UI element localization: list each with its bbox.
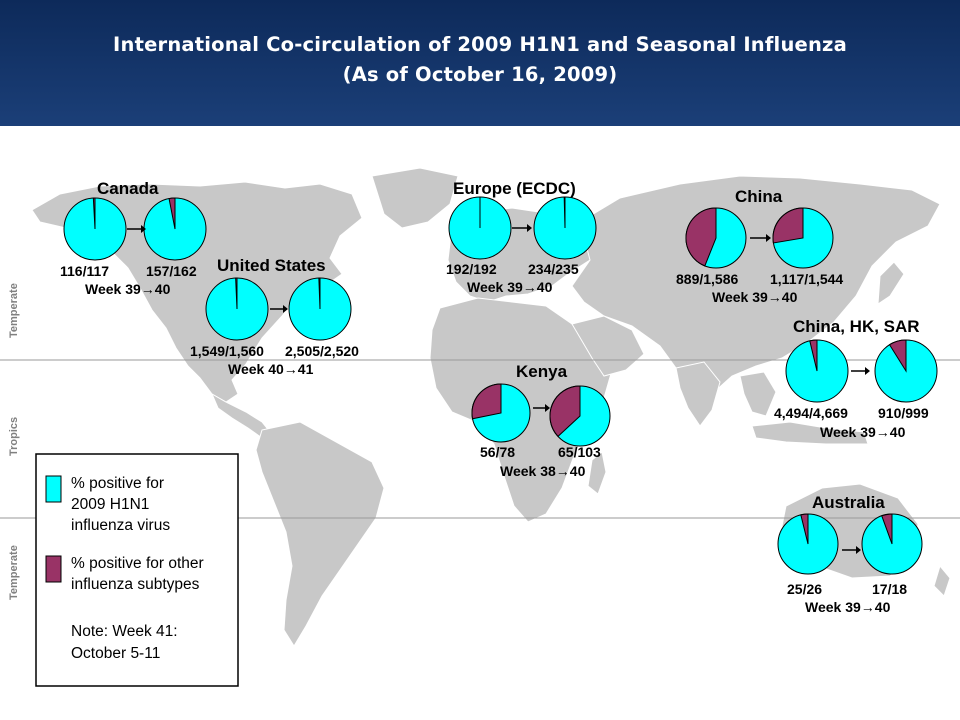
week-label: Week 39→40	[467, 279, 553, 295]
pie-chart-week-a	[63, 197, 127, 261]
arrow-icon	[856, 546, 861, 554]
region-label: Canada	[97, 179, 159, 198]
pie-count-label: 910/999	[878, 405, 929, 421]
pie-slice-other-subtypes	[800, 513, 809, 545]
pie-slice-other-subtypes	[318, 277, 321, 310]
region-united-states: United States 1,549/1,560 2,505/2,520 We…	[190, 256, 359, 377]
landmass-southeast-asia	[739, 371, 777, 417]
landmass-india	[675, 361, 721, 427]
zone-label-temperate-north: Temperate	[8, 283, 20, 338]
pie-chart-week-b	[874, 339, 938, 403]
landmass-madagascar	[587, 451, 607, 495]
legend-h1n1-line3: influenza virus	[71, 517, 170, 534]
arrow-icon	[545, 404, 550, 412]
pie-count-label: 65/103	[558, 444, 601, 460]
arrow-icon	[865, 367, 870, 375]
legend-box	[35, 453, 239, 687]
region-china: China 889/1,586 1,117/1,544 Week 39→40	[676, 187, 843, 305]
pie-chart-week-b	[533, 196, 597, 260]
week-label: Week 39→40	[820, 424, 906, 440]
legend-h1n1-line2: 2009 H1N1	[71, 496, 149, 513]
week-label: Week 40→41	[228, 361, 314, 377]
legend-swatch-h1n1	[45, 475, 62, 503]
world-map: Temperate Tropics Temperate % positive f…	[0, 167, 960, 687]
pie-chart-week-a	[205, 277, 269, 341]
pie-chart-week-a	[777, 513, 839, 575]
title-banner: International Co-circulation of 2009 H1N…	[0, 0, 960, 126]
region-label: Europe (ECDC)	[453, 179, 576, 198]
pie-count-label: 1,117/1,544	[770, 271, 843, 287]
landmass-indonesia	[751, 421, 869, 445]
region-europe-ecdc: Europe (ECDC) 192/192 234/235 Week 39→40	[446, 179, 597, 295]
region-canada: Canada 116/117 157/162 Week 39→40	[60, 179, 207, 297]
pie-slice-other-subtypes	[888, 339, 907, 373]
pie-slice-other-subtypes	[809, 339, 818, 372]
zone-label-tropics: Tropics	[8, 417, 20, 456]
region-australia: Australia 25/26 17/18 Week 39→40	[777, 493, 923, 615]
region-kenya: Kenya 56/78 65/103 Week 38→40	[471, 362, 611, 479]
landmass-south-america	[255, 421, 385, 647]
week-label: Week 38→40	[500, 463, 586, 479]
pie-chart-week-b	[288, 277, 352, 341]
world-map-panel: Temperate Tropics Temperate % positive f…	[0, 126, 960, 720]
pie-slice-other-subtypes	[168, 197, 176, 230]
week-label: Week 39→40	[805, 599, 891, 615]
pie-slice-other-subtypes	[685, 207, 717, 267]
landmass-greenland	[371, 167, 459, 229]
pie-chart-week-b	[772, 207, 834, 269]
pie-count-label: 234/235	[528, 261, 579, 277]
pie-count-label: 2,505/2,520	[285, 343, 359, 359]
pie-chart-week-a	[448, 196, 512, 260]
pie-chart-week-a	[785, 339, 849, 403]
region-label: United States	[217, 256, 326, 275]
arrow-icon	[283, 305, 288, 313]
pie-count-label: 116/117	[60, 263, 109, 279]
week-label: Week 39→40	[712, 289, 798, 305]
pie-count-label: 157/162	[146, 263, 197, 279]
pie-chart-week-a	[685, 207, 747, 269]
page-subtitle: (As of October 16, 2009)	[342, 63, 618, 86]
region-label: Australia	[812, 493, 885, 512]
pie-slice-other-subtypes	[549, 385, 581, 438]
arrow-icon	[141, 225, 146, 233]
pie-count-label: 17/18	[872, 581, 907, 597]
landmass-arabia	[571, 315, 645, 377]
pie-slice-other-subtypes	[92, 197, 96, 230]
arrow-icon	[766, 234, 771, 242]
legend-note-line1: Note: Week 41:	[71, 623, 178, 640]
pie-chart-week-b	[143, 197, 207, 261]
arrow-icon	[527, 224, 532, 232]
region-label: Kenya	[516, 362, 568, 381]
region-pies: Canada 116/117 157/162 Week 39→40 United…	[60, 179, 938, 615]
region-label: China	[735, 187, 783, 206]
landmass-japan	[877, 261, 905, 305]
legend-other-line2: influenza subtypes	[71, 576, 200, 593]
region-china-hk-sar: China, HK, SAR 4,494/4,669 910/999 Week …	[774, 317, 938, 440]
legend-note-line2: October 5-11	[71, 645, 160, 662]
pie-slice-other-subtypes	[471, 383, 502, 420]
pie-count-label: 25/26	[787, 581, 822, 597]
pie-chart-week-b	[861, 513, 923, 575]
legend: % positive for 2009 H1N1 influenza virus…	[35, 453, 239, 687]
region-label: China, HK, SAR	[793, 317, 920, 336]
week-label: Week 39→40	[85, 281, 171, 297]
pie-count-label: 56/78	[480, 444, 515, 460]
pie-count-label: 1,549/1,560	[190, 343, 264, 359]
legend-h1n1-line1: % positive for	[71, 475, 164, 492]
legend-other-line1: % positive for other	[71, 555, 204, 572]
legend-swatch-other	[45, 555, 62, 583]
pie-slice-other-subtypes	[881, 513, 893, 545]
pie-chart-week-a	[471, 383, 531, 443]
page-title: International Co-circulation of 2009 H1N…	[113, 33, 847, 56]
zone-label-temperate-south: Temperate	[8, 545, 20, 600]
pie-count-label: 889/1,586	[676, 271, 738, 287]
landmass-new-zealand	[933, 564, 951, 597]
pie-count-label: 4,494/4,669	[774, 405, 848, 421]
pie-slice-other-subtypes	[563, 196, 566, 229]
pie-slice-other-subtypes	[772, 207, 804, 244]
pie-slice-other-subtypes	[235, 277, 238, 310]
pie-count-label: 192/192	[446, 261, 497, 277]
pie-chart-week-b	[549, 385, 611, 447]
